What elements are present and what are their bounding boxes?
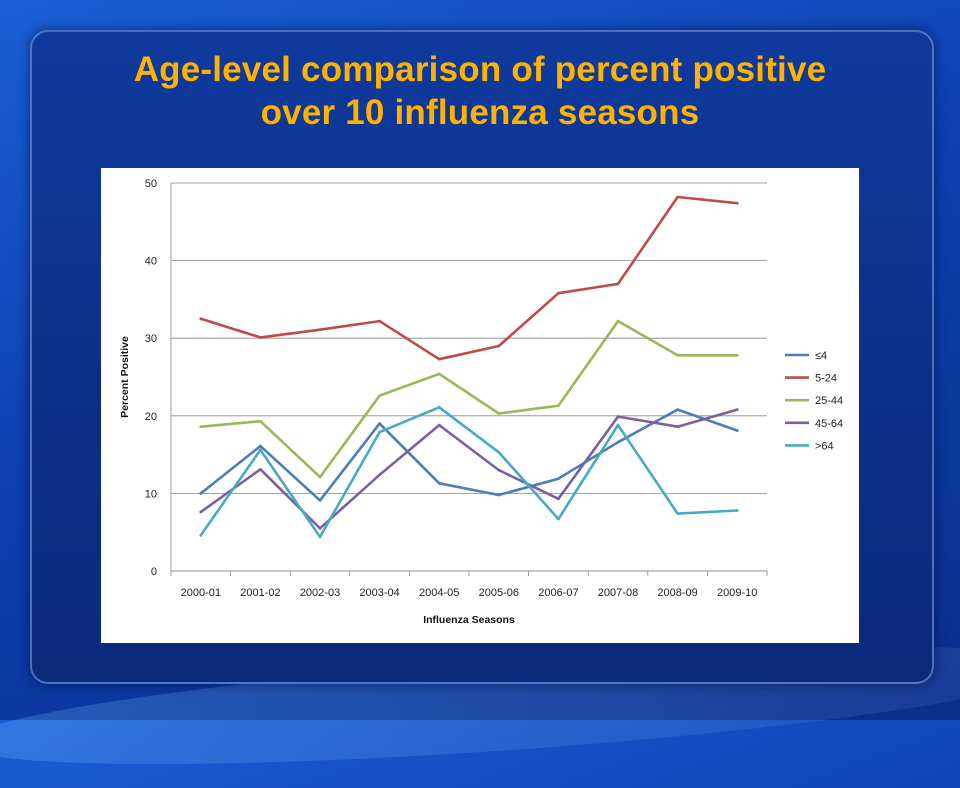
legend-label: ≤4 bbox=[815, 350, 827, 362]
x-axis-title: Influenza Seasons bbox=[423, 614, 515, 626]
data-point bbox=[259, 444, 262, 448]
data-point bbox=[616, 282, 620, 286]
data-point bbox=[378, 319, 381, 323]
series-line bbox=[199, 406, 739, 539]
data-point bbox=[199, 533, 203, 537]
series-line bbox=[199, 195, 739, 361]
data-point bbox=[735, 429, 739, 432]
data-point bbox=[437, 423, 441, 427]
data-point bbox=[318, 535, 322, 539]
legend-item[interactable]: 25-44 bbox=[785, 395, 843, 407]
y-tick-label: 50 bbox=[145, 178, 157, 190]
legend-label: >64 bbox=[815, 440, 834, 452]
data-point bbox=[259, 419, 262, 423]
data-point bbox=[199, 510, 203, 514]
data-point bbox=[735, 201, 739, 205]
y-tick-label: 40 bbox=[145, 256, 157, 268]
x-tick-label: 2007-08 bbox=[598, 587, 638, 599]
x-tick-label: 2000-01 bbox=[181, 587, 221, 599]
series-lines bbox=[199, 195, 739, 539]
legend-item[interactable]: 45-64 bbox=[785, 418, 843, 430]
data-point bbox=[557, 291, 560, 295]
x-tick-label: 2003-04 bbox=[359, 587, 399, 599]
series-4 bbox=[199, 408, 739, 530]
data-point bbox=[318, 526, 322, 530]
data-point bbox=[378, 473, 381, 477]
slide-title-line-1: Age-level comparison of percent positive bbox=[133, 50, 827, 89]
data-point bbox=[676, 353, 679, 357]
series-3 bbox=[199, 319, 739, 479]
x-tick-label: 2001-02 bbox=[240, 587, 280, 599]
data-point bbox=[676, 512, 679, 515]
y-tick-label: 30 bbox=[145, 333, 157, 345]
x-tick-label: 2005-06 bbox=[479, 587, 519, 599]
data-point bbox=[199, 425, 203, 429]
data-point bbox=[497, 450, 501, 454]
data-point bbox=[616, 415, 620, 418]
data-point bbox=[259, 448, 262, 452]
data-point bbox=[616, 423, 620, 427]
data-point bbox=[497, 468, 501, 472]
data-point bbox=[318, 328, 322, 332]
data-point bbox=[557, 517, 560, 521]
data-point bbox=[199, 492, 203, 495]
x-tick-label: 2006-07 bbox=[538, 587, 578, 599]
y-tick-label: 10 bbox=[145, 488, 157, 500]
data-point bbox=[557, 477, 560, 481]
data-point bbox=[318, 475, 322, 479]
data-point bbox=[616, 319, 620, 323]
data-point bbox=[497, 344, 501, 348]
x-tick-label: 2002-03 bbox=[300, 587, 340, 599]
data-point bbox=[437, 405, 441, 409]
series-line bbox=[199, 408, 739, 502]
data-point bbox=[259, 336, 262, 339]
data-point bbox=[497, 412, 501, 415]
data-point bbox=[437, 357, 441, 361]
legend[interactable]: ≤4 5-24 25-44 45-64 >64 bbox=[785, 350, 843, 452]
data-point bbox=[378, 430, 381, 434]
data-point bbox=[616, 440, 620, 444]
axes: 0 10 20 30 40 50 2000-01 2001-02 2002-03 2003-04 2… bbox=[145, 178, 768, 599]
x-tick-label: 2008-09 bbox=[657, 587, 697, 599]
legend-label: 5-24 bbox=[815, 373, 837, 385]
data-point bbox=[557, 404, 560, 408]
data-point bbox=[735, 408, 739, 411]
data-point bbox=[437, 372, 441, 376]
legend-label: 25-44 bbox=[815, 395, 843, 407]
x-tick-label: 2009-10 bbox=[717, 587, 757, 599]
series-2 bbox=[199, 195, 739, 361]
data-point bbox=[378, 422, 381, 425]
y-tick-label: 0 bbox=[151, 566, 157, 578]
data-point bbox=[437, 481, 441, 485]
legend-item[interactable]: >64 bbox=[785, 440, 834, 452]
series-line bbox=[199, 319, 739, 479]
x-tick-label: 2004-05 bbox=[419, 587, 459, 599]
line-chart: 0 10 20 30 40 50 2000-01 2001-02 2002-03 2003-04 2… bbox=[119, 178, 843, 626]
series-5 bbox=[199, 405, 739, 539]
data-point bbox=[735, 509, 739, 512]
series-1 bbox=[199, 408, 739, 502]
data-point bbox=[676, 195, 679, 199]
data-point bbox=[676, 408, 679, 411]
y-axis-title: Percent Positive bbox=[119, 336, 131, 418]
data-point bbox=[259, 467, 262, 471]
chart-container: 0 10 20 30 40 50 2000-01 2001-02 2002-03 2003-04 2… bbox=[101, 168, 859, 643]
y-tick-label: 20 bbox=[145, 411, 157, 423]
series-line bbox=[199, 408, 739, 530]
legend-label: 45-64 bbox=[815, 418, 843, 430]
data-point bbox=[735, 353, 739, 357]
data-point bbox=[378, 394, 381, 398]
data-point bbox=[318, 498, 322, 502]
data-point bbox=[497, 493, 501, 497]
legend-item[interactable]: ≤4 bbox=[785, 350, 827, 362]
data-point bbox=[199, 317, 203, 321]
data-point bbox=[676, 425, 679, 429]
slide-title-line-2: over 10 influenza seasons bbox=[260, 93, 700, 132]
legend-item[interactable]: 5-24 bbox=[785, 373, 837, 385]
data-point bbox=[557, 497, 560, 501]
slide-title: Age-level comparison of percent positive… bbox=[30, 48, 930, 134]
